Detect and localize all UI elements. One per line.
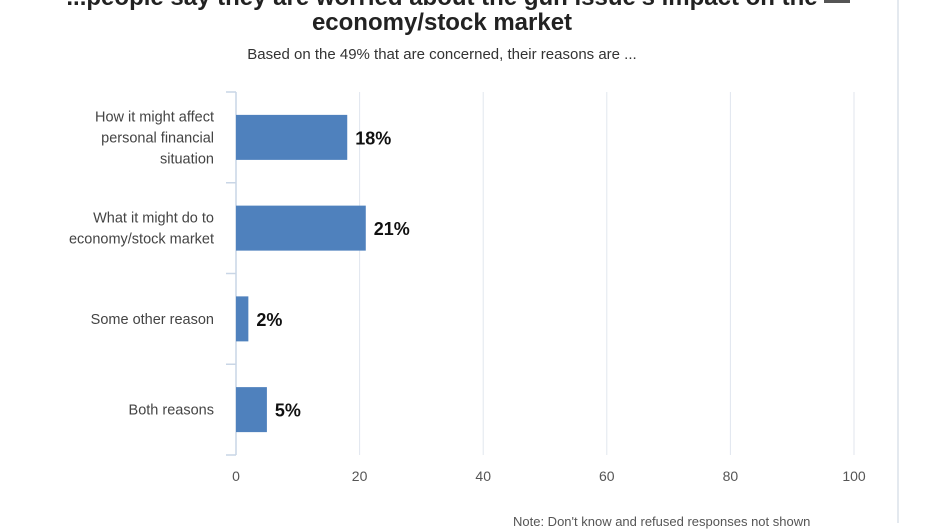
data-label: 5%: [275, 401, 301, 421]
x-tick-label: 20: [352, 468, 368, 484]
hamburger-menu-icon[interactable]: [824, 0, 850, 6]
chart-note: Note: Don't know and refused responses n…: [513, 514, 811, 529]
bar: [236, 387, 267, 433]
bars: [236, 114, 366, 433]
panel-right-border: [897, 0, 899, 523]
category-label-line: personal financial: [101, 130, 214, 146]
data-label: 2%: [256, 310, 282, 330]
category-label: Some other reason: [91, 312, 214, 328]
data-labels: 18% 21% 2% 5%: [256, 128, 409, 420]
x-tick-label: 0: [232, 468, 240, 484]
category-labels: How it might affect personal financial sit…: [69, 109, 214, 418]
category-label: Both reasons: [129, 403, 214, 419]
category-label-line: How it might affect: [95, 109, 214, 125]
x-tick-label: 60: [599, 468, 615, 484]
data-label: 18%: [355, 128, 391, 148]
category-label-line: What it might do to: [93, 211, 214, 227]
category-label-line: situation: [160, 151, 214, 167]
category-axis: [226, 91, 237, 456]
chart-title-line-2: economy/stock market: [311, 9, 573, 36]
bar: [236, 296, 249, 342]
x-tick-label: 80: [723, 468, 739, 484]
x-tick-labels: 0 20 40 60 80 100: [232, 468, 866, 484]
x-tick-label: 100: [842, 468, 866, 484]
category-label-line: Both reasons: [129, 403, 214, 419]
category-label-line: Some other reason: [91, 312, 214, 328]
grid-lines: [359, 92, 855, 455]
category-label-line: economy/stock market: [69, 232, 214, 248]
data-label: 21%: [374, 219, 410, 239]
chart-title-line-1: ...people say they are worried about the…: [0, 0, 884, 12]
chart-subtitle: Based on the 49% that are concerned, the…: [247, 46, 637, 63]
bar: [236, 114, 348, 160]
x-tick-label: 40: [475, 468, 491, 484]
category-label: How it might affect personal financial sit…: [95, 109, 214, 167]
bar: [236, 205, 366, 251]
category-label: What it might do to economy/stock market: [69, 211, 214, 248]
